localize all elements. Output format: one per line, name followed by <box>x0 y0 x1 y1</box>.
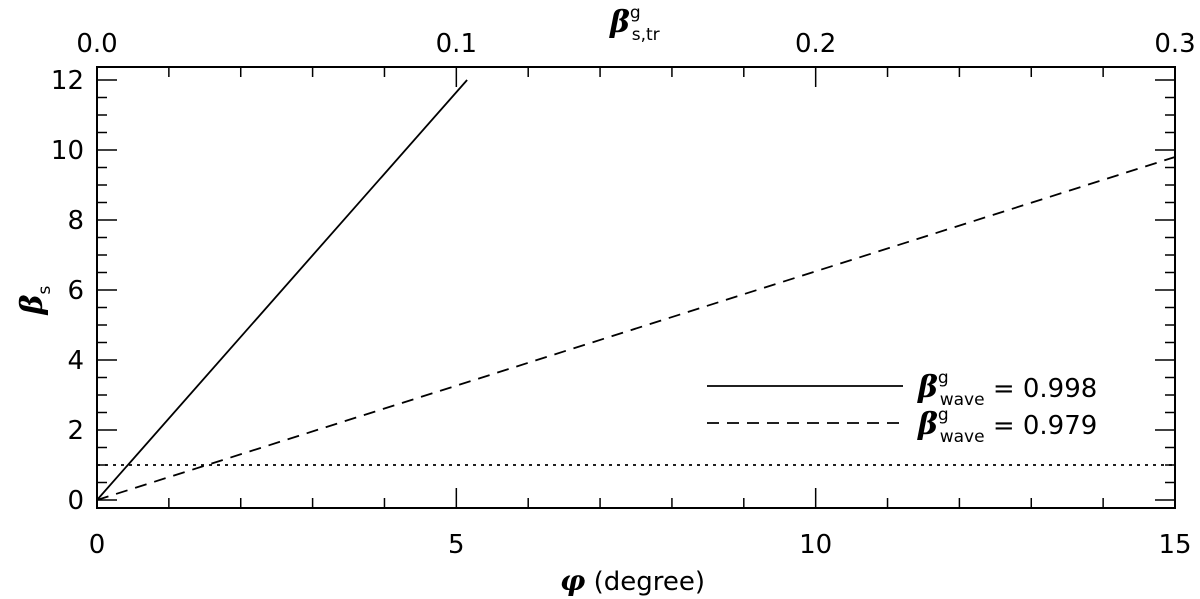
axis-titles: φ (degree) βg s,tr βs <box>15 3 705 597</box>
plot-frame <box>96 66 1176 509</box>
series-line-dashed <box>96 156 1176 501</box>
top-x-tick-label: 0.3 <box>1154 29 1195 59</box>
top-x-tick-label: 0.1 <box>436 29 477 59</box>
tick-labels: 0 5 10 15 0.0 0.1 0.2 0.3 0 2 4 6 8 10 12 <box>51 29 1196 560</box>
x-axis-title: φ (degree) <box>560 564 705 597</box>
series-line-solid <box>96 79 468 501</box>
y-tick-label: 6 <box>67 276 84 306</box>
y-tick-label: 8 <box>67 206 84 236</box>
y-tick-label: 4 <box>67 346 84 376</box>
x-tick-label: 15 <box>1158 530 1191 560</box>
y-tick-label: 2 <box>67 416 84 446</box>
x-tick-label: 0 <box>89 530 106 560</box>
top-x-tick-label: 0.2 <box>795 29 836 59</box>
y-axis-title-group: βs <box>15 285 55 315</box>
top-x-axis-title: βg s,tr <box>609 3 660 45</box>
legend-label: βg wave = 0.979 <box>917 405 1097 447</box>
y-axis-title: βs <box>15 285 55 315</box>
series-layer <box>96 79 1176 501</box>
top-x-tick-label: 0.0 <box>76 29 117 59</box>
x-tick-label: 10 <box>799 530 832 560</box>
y-tick-label: 10 <box>51 136 84 166</box>
y-tick-label: 12 <box>51 66 84 96</box>
y-tick-label: 0 <box>67 486 84 516</box>
legend-label: βg wave = 0.998 <box>917 368 1097 410</box>
x-tick-label: 5 <box>448 530 465 560</box>
axis-ticks <box>96 67 1176 508</box>
